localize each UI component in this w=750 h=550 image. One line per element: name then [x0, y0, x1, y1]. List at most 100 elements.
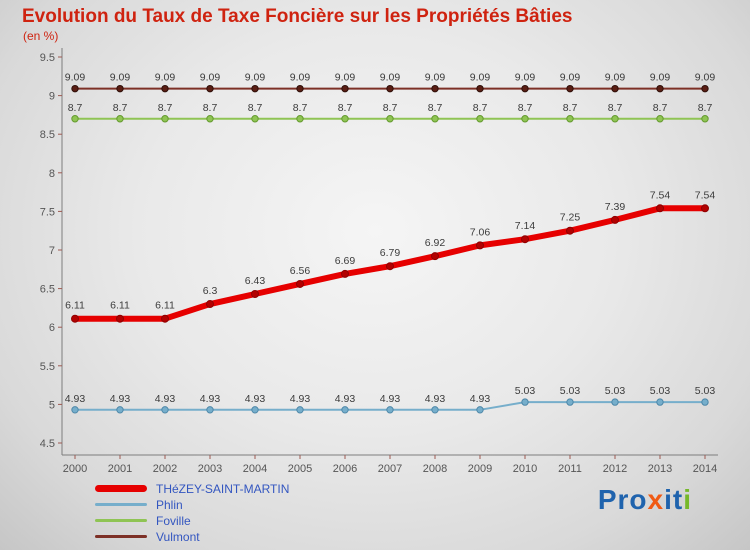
y-tick-label: 9.5: [40, 52, 55, 64]
legend-label: Phlin: [156, 497, 183, 512]
legend-swatch: [95, 503, 147, 506]
value-label: 4.93: [200, 393, 221, 405]
value-label: 8.7: [293, 102, 308, 114]
data-point: [296, 279, 304, 288]
y-tick-label: 9: [49, 91, 55, 103]
value-label: 9.09: [515, 72, 536, 84]
legend-item: Foville: [95, 514, 289, 528]
x-tick-label: 2009: [468, 463, 492, 475]
value-label: 4.93: [335, 393, 356, 405]
value-label: 6.11: [110, 300, 130, 312]
data-point: [116, 84, 124, 93]
value-label: 4.93: [470, 393, 491, 405]
value-label: 6.92: [425, 237, 446, 249]
logo-letter: r: [617, 484, 630, 515]
value-label: 9.09: [65, 72, 86, 84]
data-point: [206, 300, 214, 309]
value-label: 4.93: [380, 393, 401, 405]
data-point: [71, 115, 79, 123]
y-tick-label: 4.5: [40, 438, 55, 450]
value-label: 9.09: [245, 72, 266, 84]
logo-letter: o: [629, 484, 648, 515]
value-label: 5.03: [560, 385, 581, 397]
value-label: 8.7: [203, 102, 218, 114]
value-label: 9.09: [650, 72, 671, 84]
chart-canvas: 4.5 5 5.5 6 6.5 7 7.5 8 8.5 9 9.5 2000 2001 2002 2003 2…: [40, 48, 718, 475]
data-point: [296, 84, 304, 93]
value-label: 9.09: [200, 72, 221, 84]
value-label: 9.09: [155, 72, 176, 84]
value-label: 9.09: [380, 72, 401, 84]
value-label: 8.7: [68, 102, 83, 114]
value-label: 6.3: [203, 285, 218, 297]
legend-swatch: [95, 535, 147, 538]
legend-item: Vulmont: [95, 530, 289, 544]
x-tick-label: 2014: [693, 463, 717, 475]
data-point: [431, 84, 439, 93]
value-label: 8.7: [653, 102, 668, 114]
data-point: [656, 84, 664, 93]
legend-swatch: [95, 519, 147, 522]
data-point: [206, 115, 214, 123]
data-point: [296, 115, 304, 123]
value-label: 8.7: [338, 102, 353, 114]
logo-letter: i: [664, 484, 673, 515]
data-point: [656, 204, 664, 213]
value-label: 5.03: [695, 385, 716, 397]
x-tick-label: 2006: [333, 463, 357, 475]
value-label: 7.54: [650, 189, 671, 201]
value-label: 8.7: [698, 102, 713, 114]
y-tick-label: 5.5: [40, 361, 55, 373]
value-label: 8.7: [248, 102, 263, 114]
data-point: [161, 115, 169, 123]
data-point: [701, 398, 709, 406]
data-point: [611, 215, 619, 224]
value-label: 9.09: [470, 72, 491, 84]
data-point: [431, 115, 439, 123]
logo-letter: P: [597, 484, 618, 515]
value-label: 9.09: [290, 72, 311, 84]
x-tick-label: 2004: [243, 463, 267, 475]
value-label: 6.43: [245, 275, 266, 287]
data-point: [386, 262, 394, 271]
value-label: 4.93: [155, 393, 176, 405]
y-tick-label: 8: [49, 168, 55, 180]
proxiti-logo: Proxiti: [598, 484, 692, 516]
data-point: [431, 406, 439, 414]
data-point: [656, 398, 664, 406]
data-point: [611, 84, 619, 93]
data-point: [521, 84, 529, 93]
data-point: [566, 226, 574, 235]
value-label: 7.25: [560, 212, 581, 224]
value-label: 7.54: [695, 189, 716, 201]
legend-swatch: [95, 485, 147, 492]
value-label: 8.7: [608, 102, 623, 114]
data-point: [386, 84, 394, 93]
data-point: [251, 115, 259, 123]
legend-item: THéZEY-SAINT-MARTIN: [95, 482, 289, 496]
value-label: 6.11: [155, 300, 175, 312]
data-point: [566, 398, 574, 406]
data-point: [116, 115, 124, 123]
chart-legend: THéZEY-SAINT-MARTIN Phlin Foville Vulmont: [95, 482, 289, 544]
data-point: [341, 406, 349, 414]
data-point: [521, 235, 529, 244]
value-label: 8.7: [383, 102, 398, 114]
data-point: [701, 115, 709, 123]
x-tick-label: 2002: [153, 463, 177, 475]
data-point: [431, 252, 439, 261]
value-label: 5.03: [650, 385, 671, 397]
data-point: [341, 84, 349, 93]
y-tick-label: 6.5: [40, 284, 55, 296]
data-point: [341, 269, 349, 278]
value-label: 9.09: [695, 72, 716, 84]
data-point: [386, 406, 394, 414]
data-point: [161, 314, 169, 323]
data-point: [116, 314, 124, 323]
value-label: 4.93: [110, 393, 131, 405]
value-label: 7.14: [515, 220, 536, 232]
y-tick-label: 8.5: [40, 129, 55, 141]
value-label: 9.09: [425, 72, 446, 84]
x-tick-label: 2003: [198, 463, 222, 475]
x-tick-label: 2013: [648, 463, 672, 475]
